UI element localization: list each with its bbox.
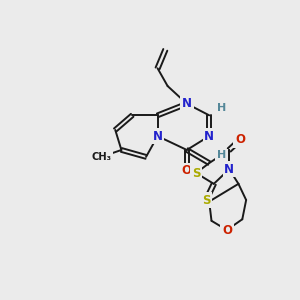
Text: N: N — [182, 97, 192, 110]
Text: N: N — [204, 130, 214, 142]
Text: H: H — [217, 150, 226, 160]
Text: N: N — [153, 130, 163, 142]
Text: H: H — [217, 103, 226, 112]
Text: S: S — [192, 167, 200, 180]
Text: O: O — [235, 134, 245, 146]
Text: N: N — [224, 163, 234, 176]
Text: O: O — [182, 164, 192, 177]
Text: O: O — [222, 224, 232, 236]
Text: CH₃: CH₃ — [92, 152, 111, 162]
Text: S: S — [202, 194, 210, 206]
